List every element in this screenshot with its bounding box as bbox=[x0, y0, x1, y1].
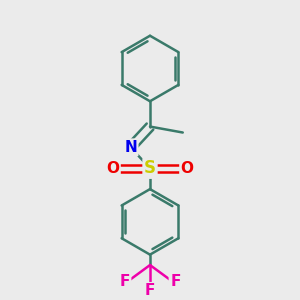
Text: N: N bbox=[124, 140, 137, 155]
Text: O: O bbox=[106, 161, 119, 176]
Text: F: F bbox=[145, 284, 155, 298]
Text: O: O bbox=[181, 161, 194, 176]
Text: F: F bbox=[170, 274, 181, 289]
Text: S: S bbox=[144, 159, 156, 177]
Text: F: F bbox=[119, 274, 130, 289]
